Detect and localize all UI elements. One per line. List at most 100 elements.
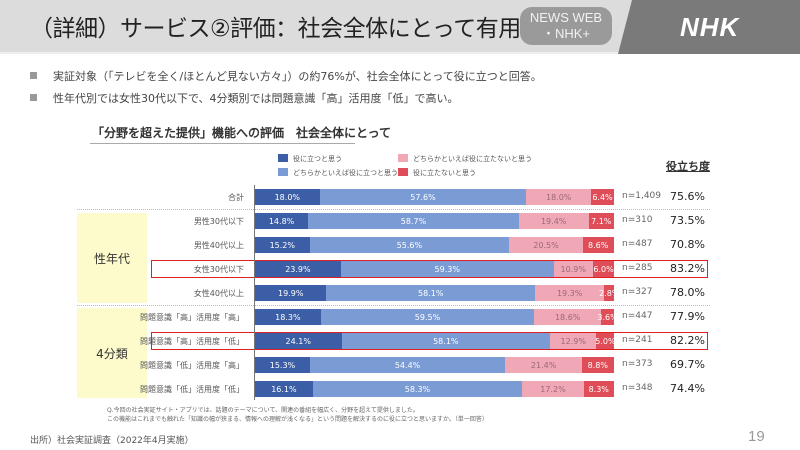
news-web-badge: NEWS WEB ・NHK+ (520, 7, 612, 45)
row-label: 女性40代以上 (193, 289, 244, 298)
bar-segment-useful: 14.8% (255, 213, 309, 229)
legend-item-not-useful: 役に立たないと思う (398, 168, 476, 178)
legend-item-useful: 役に立つと思う (278, 154, 342, 164)
bar-segment-somewhat-useful: 58.3% (312, 381, 523, 397)
square-bullet-icon (30, 94, 37, 101)
bullet-item: 性年代別では女性30代以下で、4分類別では問題意識「高」活用度「低」で高い。 (30, 90, 542, 112)
bar-segment-not-useful: 8.6% (582, 237, 614, 253)
usefulness-value: 78.0% (670, 286, 705, 299)
sample-size-label: n=1,409 (622, 191, 662, 201)
sample-size-label: n=348 (622, 383, 653, 393)
bar-segment-somewhat-useful: 58.7% (308, 213, 519, 229)
row-label: 問題意識「高」活用度「低」 (140, 337, 244, 346)
highlight-box (151, 260, 708, 278)
usefulness-value: 70.8% (670, 238, 705, 251)
usefulness-header: 役立ち度 (666, 160, 710, 173)
legend-item-somewhat-not-useful: どちらかといえば役に立たないと思う (398, 154, 532, 164)
usefulness-value: 69.7% (670, 358, 705, 371)
group-divider (77, 209, 710, 210)
sample-size-label: n=447 (622, 311, 653, 321)
bar-segment-not-useful: 8.3% (583, 381, 614, 397)
sample-size-label: n=487 (622, 239, 653, 249)
usefulness-value: 75.6% (670, 190, 705, 203)
sample-size-label: n=327 (622, 287, 653, 297)
note-line: Q.今回の社会実証サイト・アプリでは、話題のテーマについて、関連の番組を幅広く、… (107, 407, 419, 414)
bar-segment-somewhat-useful: 58.1% (326, 285, 536, 301)
legend-label: どちらかといえば役に立つと思う (293, 169, 398, 177)
row-label: 男性30代以下 (193, 217, 244, 226)
source-note: 出所）社会実証調査（2022年4月実施） (30, 436, 194, 446)
badge-line-2: ・NHK+ (541, 26, 591, 41)
legend-swatch (398, 154, 408, 162)
bar-segment-somewhat-not-useful: 20.5% (509, 237, 583, 253)
bar-segment-somewhat-not-useful: 18.6% (534, 309, 602, 325)
square-bullet-icon (30, 72, 37, 79)
bar-segment-somewhat-not-useful: 12.9% (550, 333, 597, 349)
row-label: 合計 (228, 193, 244, 202)
question-note: Q.今回の社会実証サイト・アプリでは、話題のテーマについて、関連の番組を幅広く、… (107, 406, 488, 424)
row-label: 問題意識「高」活用度「高」 (140, 313, 244, 322)
chart-axis (254, 185, 255, 400)
bar-segment-somewhat-useful: 58.1% (341, 333, 551, 349)
row-label: 男性40代以上 (193, 241, 244, 250)
bar-segment-useful: 15.2% (255, 237, 310, 253)
nhk-logo: NHK (680, 12, 740, 42)
usefulness-value: 77.9% (670, 310, 705, 323)
legend-label: 役に立つと思う (293, 155, 342, 163)
bar-segment-useful: 18.3% (255, 309, 321, 325)
header-divider (0, 52, 800, 54)
legend-label: どちらかといえば役に立たないと思う (413, 155, 532, 163)
bar-segment-not-useful: 6.0% (592, 261, 615, 277)
bar-segment-not-useful: 5.0% (595, 333, 616, 349)
bar-segment-not-useful: 8.8% (582, 357, 614, 373)
legend-swatch (278, 168, 288, 176)
group-four-categories: 4分類 (77, 308, 147, 398)
sample-size-label: n=285 (622, 263, 653, 273)
usefulness-value: 73.5% (670, 214, 705, 227)
highlight-box (151, 332, 708, 350)
legend-swatch (278, 154, 288, 162)
usefulness-value: 83.2% (670, 262, 705, 275)
bullet-text: 性年代別では女性30代以下で、4分類別では問題意識「高」活用度「低」で高い。 (53, 92, 459, 105)
bar-segment-useful: 18.0% (255, 189, 320, 205)
usefulness-value: 74.4% (670, 382, 705, 395)
bar-segment-not-useful: 3.6% (597, 309, 618, 325)
bar-segment-somewhat-useful: 55.6% (309, 237, 510, 253)
row-label: 問題意識「低」活用度「低」 (140, 385, 244, 394)
row-label: 女性30代以下 (193, 265, 244, 274)
sample-size-label: n=373 (622, 359, 653, 369)
group-gender-age: 性年代 (77, 213, 147, 303)
bar-segment-somewhat-useful: 59.3% (340, 261, 554, 277)
group-label: 性年代 (93, 251, 130, 266)
bar-segment-somewhat-not-useful: 19.4% (518, 213, 589, 229)
bar-segment-useful: 23.9% (255, 261, 341, 277)
chart-title-underline (90, 143, 355, 144)
bar-segment-somewhat-not-useful: 18.0% (526, 189, 591, 205)
bar-segment-not-useful: 6.4% (591, 189, 614, 205)
page-number: 19 (748, 428, 765, 445)
bullet-item: 実証対象（「テレビを全く/ほとんど見ない方々」）の約76%が、社会全体にとって役… (30, 68, 542, 90)
bar-segment-somewhat-useful: 59.5% (320, 309, 535, 325)
bar-segment-somewhat-not-useful: 21.4% (505, 357, 583, 373)
bar-segment-useful: 15.3% (255, 357, 310, 373)
usefulness-value: 82.2% (670, 334, 705, 347)
group-label: 4分類 (96, 346, 128, 361)
bar-segment-somewhat-not-useful: 19.3% (535, 285, 605, 301)
bar-segment-somewhat-not-useful: 10.9% (553, 261, 593, 277)
bar-segment-not-useful: 2.8% (599, 285, 619, 301)
legend-swatch (398, 168, 408, 176)
legend-label: 役に立たないと思う (413, 169, 476, 177)
legend-item-somewhat-useful: どちらかといえば役に立つと思う (278, 168, 398, 178)
chart-title: 「分野を超えた提供」機能への評価 社会全体にとって (92, 126, 392, 140)
row-label: 問題意識「低」活用度「高」 (140, 361, 244, 370)
bullet-text: 実証対象（「テレビを全く/ほとんど見ない方々」）の約76%が、社会全体にとって役… (53, 70, 542, 83)
bar-segment-not-useful: 7.1% (588, 213, 614, 229)
bar-segment-somewhat-useful: 54.4% (309, 357, 506, 373)
note-line: この機能はこれまでも触れた「知識の幅が狭まる、情報への理解が浅くなる」という問題… (107, 416, 488, 423)
bar-segment-useful: 16.1% (255, 381, 313, 397)
bar-segment-somewhat-not-useful: 17.2% (522, 381, 584, 397)
bar-segment-useful: 24.1% (255, 333, 342, 349)
sample-size-label: n=310 (622, 215, 653, 225)
bar-segment-somewhat-useful: 57.6% (319, 189, 527, 205)
bar-segment-useful: 19.9% (255, 285, 327, 301)
